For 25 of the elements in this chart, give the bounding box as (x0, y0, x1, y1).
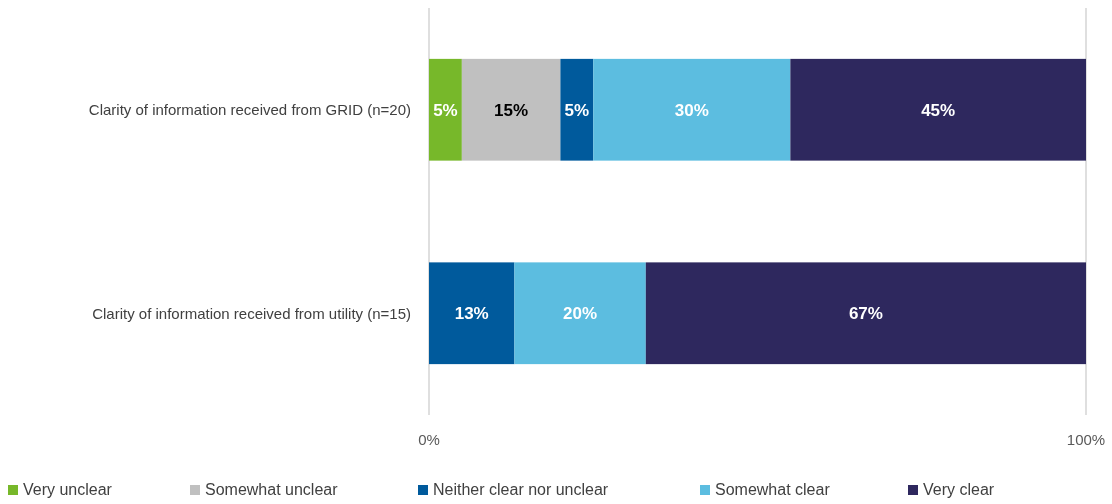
bar (461, 58, 561, 161)
data-label: 13% (454, 304, 489, 324)
bar (560, 58, 594, 161)
x-tick-label: 0% (418, 431, 440, 448)
bar (429, 58, 462, 161)
bar (645, 262, 1086, 365)
data-label: 15% (494, 100, 529, 120)
data-label: 45% (921, 100, 956, 120)
legend-label: Somewhat unclear (205, 481, 339, 498)
legend-label: Somewhat clear (715, 481, 831, 498)
data-label: 5% (564, 100, 590, 120)
legend-label: Very clear (923, 481, 995, 498)
data-label: 30% (674, 100, 709, 120)
bar (593, 58, 791, 161)
bar (514, 262, 646, 365)
y-tick-label: Clarity of information received from utility (n=15) (92, 304, 411, 322)
data-label: 20% (563, 304, 598, 324)
bar (790, 58, 1086, 161)
bar (429, 262, 515, 365)
legend-label: Very unclear (23, 481, 113, 498)
x-tick-label: 100% (1066, 431, 1106, 448)
data-label: 5% (433, 100, 458, 120)
y-tick-label: Clarity of information received from GRID (n=20) (88, 101, 411, 118)
data-label: 67% (848, 304, 883, 324)
legend-label: Neither clear nor unclear (433, 481, 609, 498)
